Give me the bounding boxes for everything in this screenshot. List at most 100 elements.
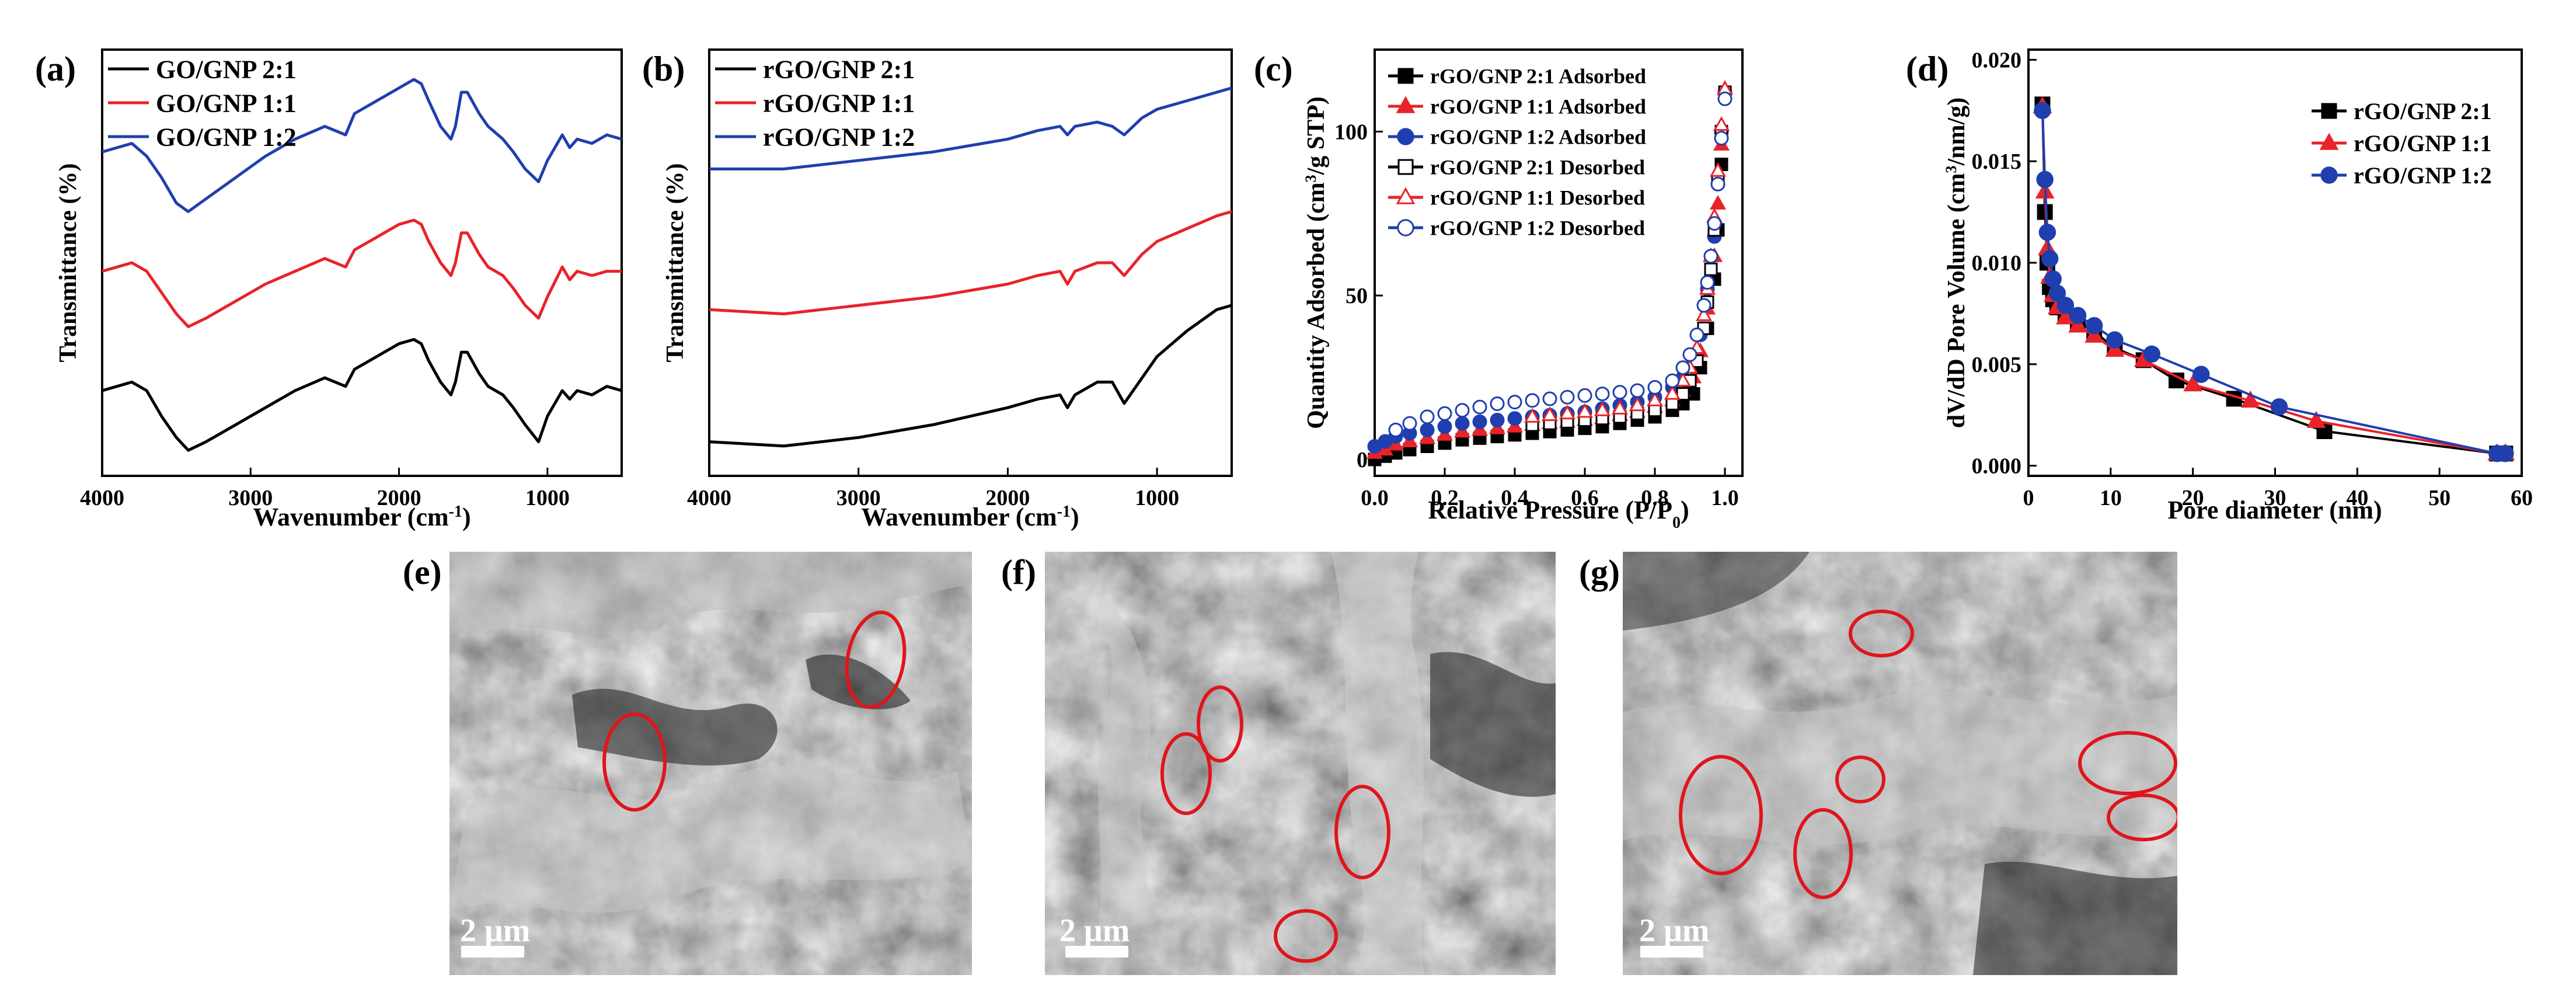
panel-c-data-point xyxy=(1437,406,1452,421)
panel-c-data-point xyxy=(1507,411,1522,426)
annotation-circle-g4 xyxy=(1849,610,1914,657)
panel-d-label: (d) xyxy=(1906,50,1948,88)
panel-b-legend-label: rGO/GNP 1:1 xyxy=(763,89,915,117)
panel-c-plot: 0.0 0.2 0.4 0.6 0.8 1.0 0 50 100 Relative Pressur… xyxy=(1302,48,1744,532)
panel-d-data-point xyxy=(2041,250,2059,267)
panel-c-data-point xyxy=(1595,387,1610,402)
panel-d-data-point xyxy=(2069,307,2087,325)
panel-c-data-point xyxy=(1714,131,1729,146)
panel-b-x-tick-label: 3000 xyxy=(836,486,881,510)
panel-a-series-line-0 xyxy=(102,337,622,452)
panel-c-legend-label: rGO/GNP 1:2 Desorbed xyxy=(1430,217,1645,240)
panel-d-x-axis-label: Pore diameter (nm) xyxy=(2167,496,2382,524)
panel-c-data-point xyxy=(1455,403,1470,418)
panel-c-y-tick-label: 100 xyxy=(1334,120,1368,144)
sem-image-e: 2 μm xyxy=(449,552,972,975)
panel-b-series-line-2 xyxy=(709,86,1232,170)
panel-a-legend-label: GO/GNP 1:2 xyxy=(156,123,297,151)
panel-c-legend-label: rGO/GNP 2:1 Adsorbed xyxy=(1430,65,1646,88)
panel-c-data-point xyxy=(1646,391,1664,406)
panel-d-y-tick-label: 0.020 xyxy=(1972,48,2022,72)
annotation-circle-f2 xyxy=(1197,685,1243,763)
panel-c-x-tick-label: 0.2 xyxy=(1431,486,1459,510)
panel-d-legend-marker xyxy=(2320,166,2338,184)
panel-a: (a) 4000 3000 2000 1000 Wavenumber (cm-1) Tra… xyxy=(35,48,623,531)
panel-d-x-tick-label: 40 xyxy=(2346,486,2368,510)
panel-b-y-axis-label: Transmittance (%) xyxy=(662,163,689,363)
panel-d-data-point xyxy=(2192,366,2210,383)
panel-c-data-point xyxy=(1524,408,1541,423)
annotation-circle-e2 xyxy=(845,610,907,709)
panel-b-x-tick-label: 4000 xyxy=(687,486,731,510)
panel-d-data-point xyxy=(2044,270,2062,288)
panel-c-data-point xyxy=(1682,347,1697,362)
panel-b-axes-frame xyxy=(708,48,1233,477)
panel-d-plot: 0 10 20 30 40 50 60 0.000 0.005 0.010 0.015 0.020 Po… xyxy=(1943,48,2533,524)
panel-g-label: (g) xyxy=(1579,553,1620,591)
panel-b-legend-label: rGO/GNP 1:2 xyxy=(763,123,915,151)
panel-d-data-point xyxy=(2056,297,2075,314)
panel-d-data-point xyxy=(2038,224,2056,241)
panel-c-data-point xyxy=(1700,275,1715,290)
panel-c-legend-label: rGO/GNP 1:1 Desorbed xyxy=(1430,186,1645,210)
panel-d-x-tick-label: 0 xyxy=(2023,486,2034,510)
panel-c-axes-frame xyxy=(1374,48,1744,477)
panel-c-legend-marker xyxy=(1396,96,1416,113)
panel-d-y-tick-label: 0.015 xyxy=(1972,149,2022,174)
panel-c-x-tick-label: 0.8 xyxy=(1641,486,1669,510)
panel-c-data-point xyxy=(1490,413,1505,428)
panel-b-x-axis-label: Wavenumber (cm-1) xyxy=(861,503,1079,532)
panel-d-legend-marker xyxy=(2319,133,2339,150)
panel-c-legend-label: rGO/GNP 1:1 Adsorbed xyxy=(1430,95,1646,119)
panel-c-data-point xyxy=(1703,249,1719,264)
panel-b-legend-label: rGO/GNP 2:1 xyxy=(763,55,915,83)
annotation-circle-f4 xyxy=(1274,909,1338,963)
panel-c-data-point xyxy=(1675,360,1690,375)
panel-c-data-point xyxy=(1695,306,1713,321)
scale-bar-e-label: 2 μm xyxy=(460,913,530,949)
panel-d-data-point xyxy=(2270,398,2288,416)
panel-c-data-point xyxy=(1437,419,1452,434)
panel-a-x-tick-label: 3000 xyxy=(228,486,273,510)
panel-c-legend-label: rGO/GNP 2:1 Desorbed xyxy=(1430,156,1645,179)
panel-c-data-point xyxy=(1630,383,1645,398)
annotation-circle-g6 xyxy=(2107,793,2177,841)
panel-b-series-line-1 xyxy=(709,210,1232,316)
panel-a-legend-label: GO/GNP 1:1 xyxy=(156,89,297,117)
panel-c-data-point xyxy=(1710,176,1726,192)
panel-c-data-point xyxy=(1507,395,1522,410)
panel-a-label: (a) xyxy=(35,50,76,88)
panel-a-plot: 4000 3000 2000 1000 Wavenumber (cm-1) Transmi… xyxy=(55,48,623,531)
panel-c-y-tick-label: 50 xyxy=(1345,284,1368,308)
sem-image-g: 2 μm xyxy=(1623,552,2177,975)
panel-c-x-tick-label: 0.4 xyxy=(1501,486,1529,510)
scale-bar-g-label: 2 μm xyxy=(1639,913,1709,949)
panel-c-legend-marker xyxy=(1397,159,1414,175)
panel-d-x-tick-label: 20 xyxy=(2182,486,2204,510)
annotation-circle-g1 xyxy=(1679,755,1763,875)
scale-bar-f xyxy=(1065,946,1128,958)
panel-c-data-point xyxy=(1576,403,1594,418)
panel-c-data-point xyxy=(1472,399,1487,415)
panel-d-x-tick-label: 50 xyxy=(2428,486,2450,510)
panel-c-data-point xyxy=(1709,162,1727,177)
annotation-circle-g5 xyxy=(2078,731,2177,795)
panel-c-legend-marker xyxy=(1397,219,1414,236)
panel-d-data-point xyxy=(2497,445,2514,462)
scale-bar-f-label: 2 μm xyxy=(1059,913,1130,949)
panel-d-x-tick-label: 60 xyxy=(2511,486,2533,510)
panel-b: (b) 4000 3000 2000 1000 Wavenumber (cm-1) Tra… xyxy=(642,48,1233,532)
panel-c-data-point xyxy=(1420,409,1435,424)
panel-d-data-point xyxy=(2085,317,2103,335)
panel-c-data-point xyxy=(1713,116,1730,131)
panel-d-data-point xyxy=(2105,340,2125,357)
panel-c-data-point xyxy=(1707,216,1722,231)
panel-d-y-tick-label: 0.005 xyxy=(1972,353,2022,377)
panel-c: (c) 0.0 0.2 0.4 0.6 0.8 1.0 0 50 100 Relative Pre… xyxy=(1254,48,1744,532)
panel-c-label: (c) xyxy=(1254,50,1293,88)
panel-c-x-axis-label: Relative Pressure (P/P0) xyxy=(1428,496,1689,532)
panel-d-legend-label: rGO/GNP 1:1 xyxy=(2354,130,2492,156)
panel-c-data-point xyxy=(1717,91,1733,106)
panel-d-data-point xyxy=(2068,315,2087,333)
panel-c-data-point xyxy=(1472,414,1487,429)
